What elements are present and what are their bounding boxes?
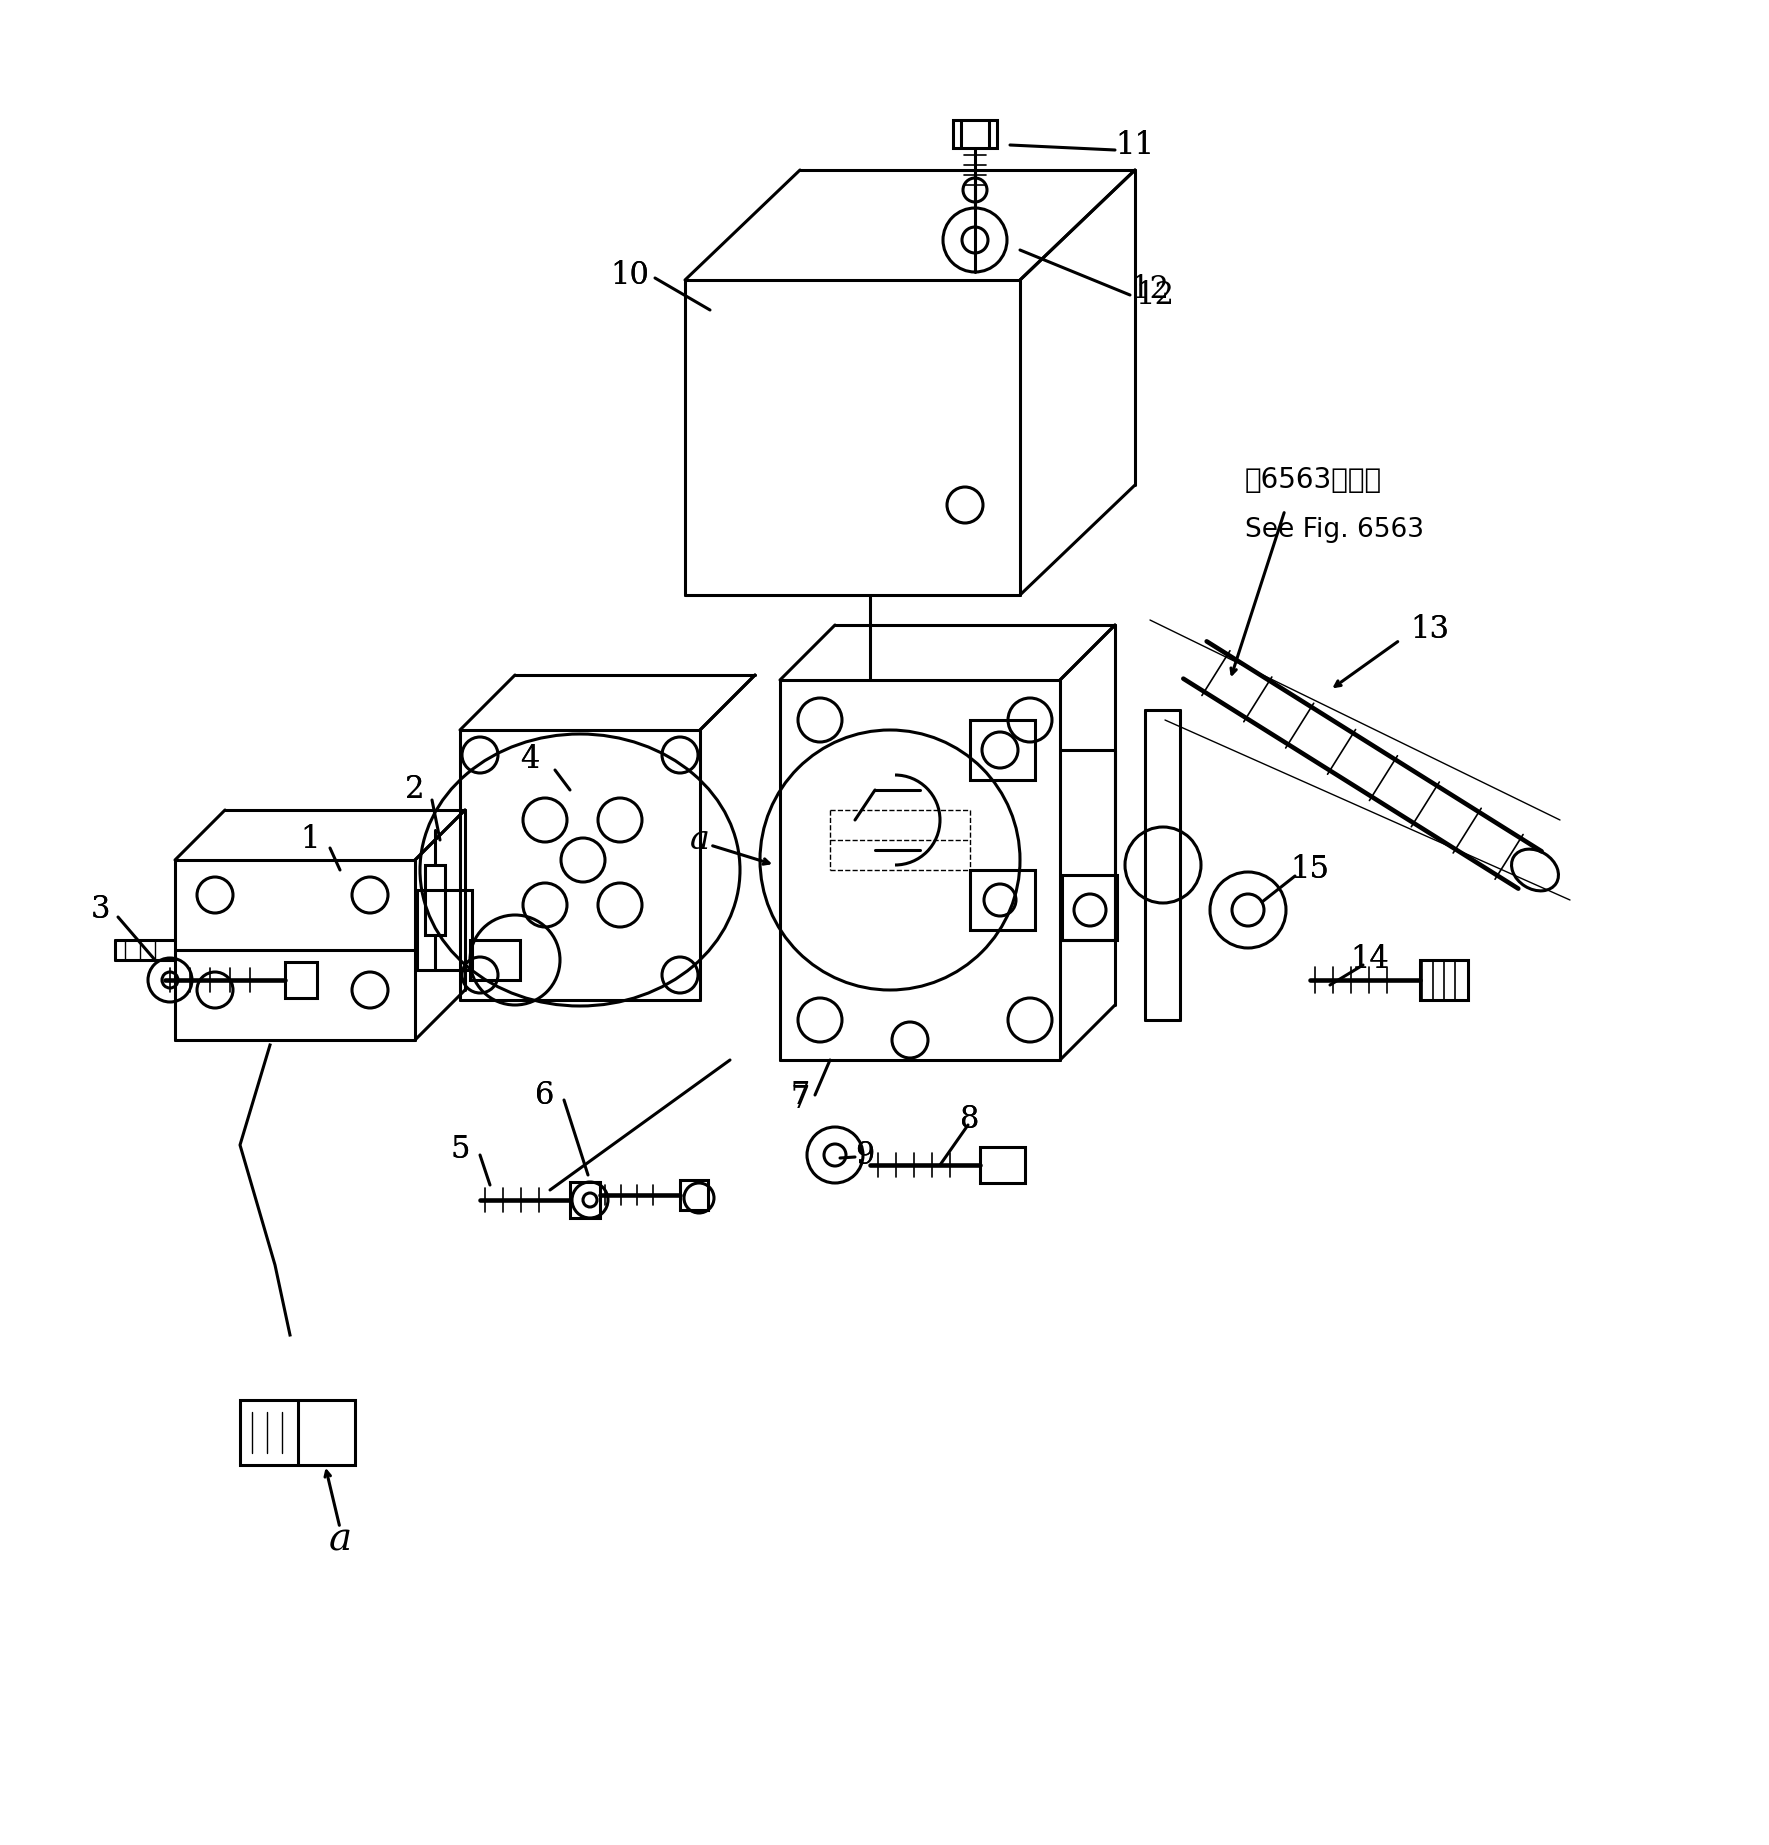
Text: 8: 8 <box>961 1105 980 1135</box>
Text: 5: 5 <box>451 1135 471 1166</box>
Text: 7: 7 <box>791 1085 810 1116</box>
Text: 3: 3 <box>90 895 110 926</box>
Bar <box>980 1148 1024 1183</box>
Text: 11: 11 <box>1116 129 1155 161</box>
Bar <box>570 1183 600 1218</box>
Text: 9: 9 <box>856 1140 874 1170</box>
Text: 4: 4 <box>520 745 540 775</box>
Text: 6: 6 <box>536 1079 555 1111</box>
Text: 15: 15 <box>1291 854 1330 886</box>
Text: 14: 14 <box>1350 945 1389 976</box>
Text: 9: 9 <box>856 1140 874 1170</box>
Text: 12: 12 <box>1130 275 1169 306</box>
Text: 4: 4 <box>520 745 540 775</box>
Bar <box>1061 875 1116 939</box>
Text: 1: 1 <box>301 825 320 856</box>
Text: 14: 14 <box>1350 945 1389 976</box>
Text: See Fig. 6563: See Fig. 6563 <box>1245 517 1424 542</box>
Bar <box>471 939 520 980</box>
Bar <box>285 961 317 998</box>
Text: 13: 13 <box>1410 614 1449 646</box>
Bar <box>241 1400 356 1465</box>
Bar <box>969 720 1035 780</box>
Text: 1: 1 <box>301 825 320 856</box>
Bar <box>969 871 1035 930</box>
Text: 2: 2 <box>405 775 425 806</box>
Bar <box>417 889 472 970</box>
Text: 12: 12 <box>1136 279 1175 310</box>
Text: 10: 10 <box>610 260 649 290</box>
Text: 第6563図参照: 第6563図参照 <box>1245 467 1382 494</box>
Text: 5: 5 <box>451 1135 471 1166</box>
Bar <box>679 1181 708 1210</box>
Text: 8: 8 <box>961 1105 980 1135</box>
Text: 10: 10 <box>610 260 649 290</box>
Text: 13: 13 <box>1410 614 1449 646</box>
Text: 11: 11 <box>1116 129 1155 161</box>
Text: 7: 7 <box>791 1079 810 1111</box>
Bar <box>953 120 998 148</box>
Text: 2: 2 <box>405 775 425 806</box>
Text: a: a <box>329 1522 352 1559</box>
Text: 15: 15 <box>1291 854 1330 886</box>
Text: 6: 6 <box>536 1079 555 1111</box>
Text: 3: 3 <box>90 895 110 926</box>
Bar <box>425 865 446 935</box>
Text: a: a <box>690 825 709 856</box>
Bar <box>1421 959 1468 1000</box>
